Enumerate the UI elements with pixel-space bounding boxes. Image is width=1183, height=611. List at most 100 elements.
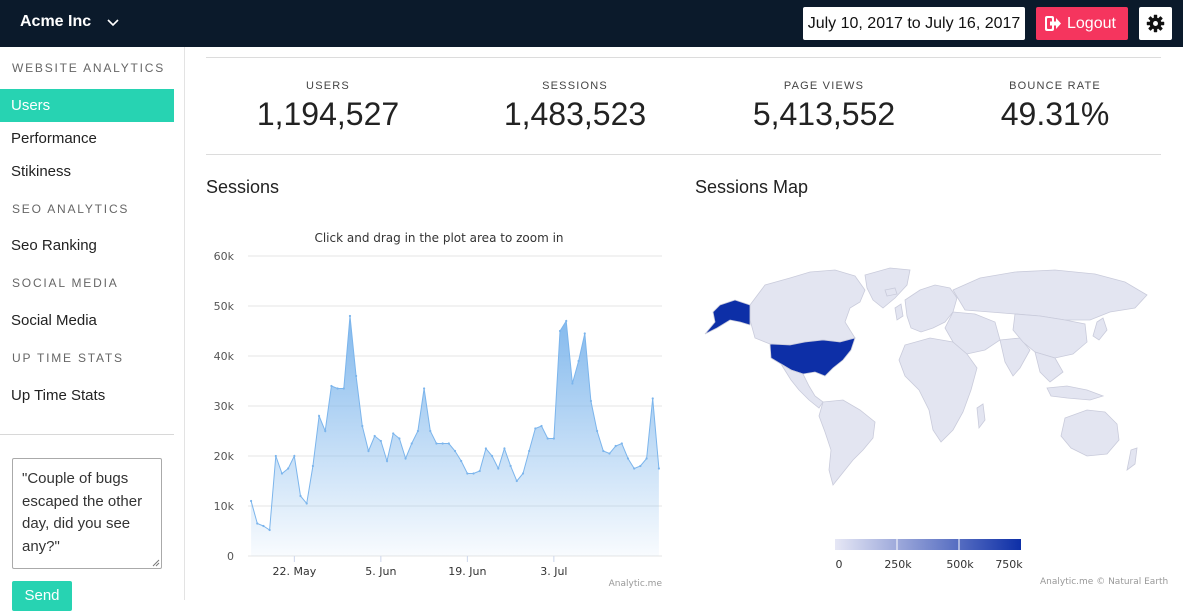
data-point[interactable] bbox=[577, 359, 580, 363]
map-new-zealand[interactable] bbox=[1126, 447, 1138, 471]
map-uk[interactable] bbox=[894, 303, 904, 321]
sidebar-item-users[interactable]: Users bbox=[0, 89, 174, 122]
data-point[interactable] bbox=[497, 467, 500, 470]
sessions-map[interactable] bbox=[695, 250, 1155, 490]
send-button[interactable]: Send bbox=[12, 581, 72, 611]
map-middle-east[interactable] bbox=[944, 311, 1001, 355]
data-point[interactable] bbox=[565, 319, 568, 323]
date-range-picker[interactable]: July 10, 2017 to July 16, 2017 bbox=[803, 7, 1025, 40]
map-south-america[interactable] bbox=[818, 399, 876, 486]
data-point[interactable] bbox=[435, 442, 438, 445]
data-point[interactable] bbox=[503, 447, 506, 450]
map-southeast-asia[interactable] bbox=[1034, 351, 1064, 383]
data-point[interactable] bbox=[472, 472, 475, 475]
data-point[interactable] bbox=[639, 464, 642, 468]
data-point[interactable] bbox=[441, 442, 444, 445]
data-point[interactable] bbox=[268, 528, 271, 532]
data-point[interactable] bbox=[410, 442, 413, 445]
data-point[interactable] bbox=[460, 459, 463, 463]
data-point[interactable] bbox=[361, 424, 364, 428]
chevron-down-icon[interactable] bbox=[105, 14, 121, 30]
data-point[interactable] bbox=[657, 467, 661, 470]
data-point[interactable] bbox=[262, 524, 265, 528]
data-point[interactable] bbox=[466, 472, 469, 475]
data-point[interactable] bbox=[447, 442, 450, 445]
map-madagascar[interactable] bbox=[976, 403, 986, 430]
sidebar-item-stikiness[interactable]: Stikiness bbox=[11, 163, 72, 180]
data-point[interactable] bbox=[490, 454, 494, 458]
data-point[interactable] bbox=[305, 502, 308, 505]
data-point[interactable] bbox=[330, 384, 333, 388]
data-point[interactable] bbox=[602, 449, 605, 453]
data-point[interactable] bbox=[385, 459, 389, 463]
map-africa[interactable] bbox=[898, 337, 978, 443]
map-iceland[interactable] bbox=[884, 287, 898, 297]
data-point[interactable] bbox=[546, 437, 549, 440]
data-point[interactable] bbox=[311, 464, 314, 468]
sidebar-item-seo-ranking[interactable]: Seo Ranking bbox=[11, 237, 97, 254]
map-japan[interactable] bbox=[1092, 317, 1108, 341]
sidebar-item-up-time-stats[interactable]: Up Time Stats bbox=[11, 387, 106, 404]
data-point[interactable] bbox=[558, 329, 562, 333]
data-point[interactable] bbox=[596, 429, 599, 433]
map-alaska[interactable] bbox=[704, 299, 751, 335]
brand-name[interactable]: Acme Inc bbox=[20, 13, 92, 30]
data-point[interactable] bbox=[633, 467, 636, 470]
data-point[interactable] bbox=[348, 314, 352, 318]
data-point[interactable] bbox=[429, 429, 432, 433]
map-china[interactable] bbox=[1012, 313, 1088, 359]
sessions-chart[interactable]: Click and drag in the plot area to zoom … bbox=[206, 222, 666, 590]
data-point[interactable] bbox=[398, 437, 401, 440]
data-point[interactable] bbox=[299, 494, 302, 498]
sidebar-item-social-media[interactable]: Social Media bbox=[11, 312, 97, 329]
data-point[interactable] bbox=[484, 447, 487, 450]
data-point[interactable] bbox=[342, 387, 345, 390]
data-point[interactable] bbox=[373, 434, 376, 438]
data-point[interactable] bbox=[589, 399, 593, 403]
data-point[interactable] bbox=[336, 387, 339, 390]
map-greenland[interactable] bbox=[864, 267, 911, 309]
sidebar-item-performance[interactable]: Performance bbox=[11, 130, 97, 147]
resize-grip-icon[interactable] bbox=[152, 559, 160, 567]
data-point[interactable] bbox=[521, 472, 525, 475]
data-point[interactable] bbox=[583, 332, 586, 335]
data-point[interactable] bbox=[651, 397, 654, 400]
data-point[interactable] bbox=[355, 374, 358, 378]
data-point[interactable] bbox=[534, 427, 537, 430]
map-credit[interactable]: Analytic.me © Natural Earth bbox=[1040, 577, 1169, 587]
data-point[interactable] bbox=[392, 432, 395, 435]
data-point[interactable] bbox=[571, 382, 574, 385]
data-point[interactable] bbox=[423, 387, 426, 390]
logout-button[interactable]: Logout bbox=[1036, 7, 1128, 40]
data-point[interactable] bbox=[645, 457, 648, 460]
data-point[interactable] bbox=[416, 429, 420, 433]
data-point[interactable] bbox=[287, 467, 290, 470]
data-point[interactable] bbox=[280, 472, 284, 475]
data-point[interactable] bbox=[274, 454, 277, 458]
data-point[interactable] bbox=[404, 457, 407, 460]
data-point[interactable] bbox=[509, 464, 512, 468]
settings-button[interactable] bbox=[1139, 7, 1172, 40]
data-point[interactable] bbox=[367, 449, 370, 453]
data-point[interactable] bbox=[256, 522, 259, 525]
map-indonesia[interactable] bbox=[1046, 385, 1105, 401]
data-point[interactable] bbox=[515, 479, 518, 483]
chart-credit[interactable]: Analytic.me bbox=[609, 579, 663, 589]
data-point[interactable] bbox=[379, 439, 382, 443]
feedback-textarea[interactable]: "Couple of bugs escaped the other day, d… bbox=[12, 458, 162, 569]
data-point[interactable] bbox=[453, 449, 457, 453]
data-point[interactable] bbox=[317, 414, 321, 418]
data-point[interactable] bbox=[528, 449, 531, 453]
map-canada[interactable] bbox=[749, 269, 866, 346]
data-point[interactable] bbox=[552, 437, 555, 440]
data-point[interactable] bbox=[249, 499, 253, 503]
map-russia[interactable] bbox=[952, 269, 1148, 321]
data-point[interactable] bbox=[626, 457, 630, 460]
data-point[interactable] bbox=[620, 442, 623, 445]
map-europe[interactable] bbox=[904, 284, 958, 333]
data-point[interactable] bbox=[478, 469, 481, 473]
data-point[interactable] bbox=[540, 424, 543, 428]
data-point[interactable] bbox=[608, 452, 611, 455]
data-point[interactable] bbox=[324, 429, 327, 433]
map-australia[interactable] bbox=[1060, 409, 1120, 457]
